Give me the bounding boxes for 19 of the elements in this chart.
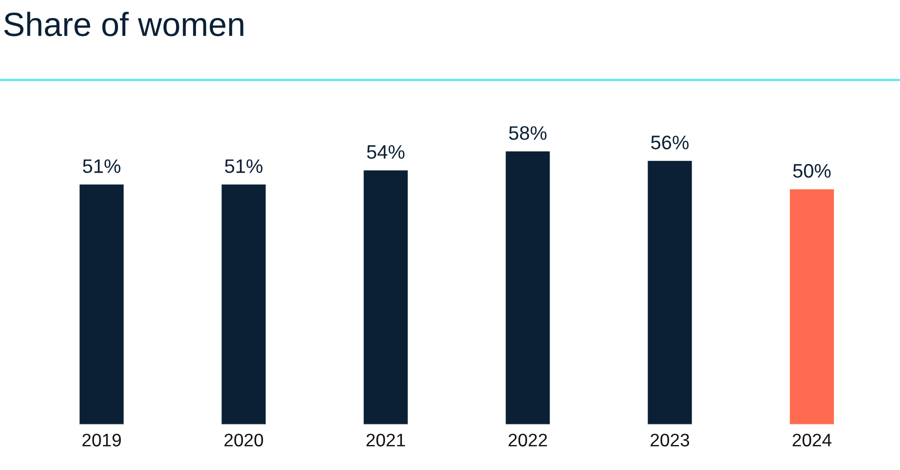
data-label: 56% xyxy=(651,136,689,150)
x-tick-label: 2020 xyxy=(224,434,264,446)
bar xyxy=(504,150,552,425)
x-tick-label: 2023 xyxy=(650,434,690,446)
bar xyxy=(362,168,410,425)
data-label: 54% xyxy=(367,145,404,159)
data-label: 50% xyxy=(793,164,831,178)
bar xyxy=(788,188,836,425)
bar xyxy=(220,183,268,425)
x-tick-label: 2022 xyxy=(508,434,547,446)
x-tick-label: 2024 xyxy=(792,434,832,446)
bar xyxy=(78,183,126,425)
bar xyxy=(646,159,694,425)
chart-title: Share of women xyxy=(4,12,244,36)
data-label: 51% xyxy=(82,159,120,174)
data-label: 51% xyxy=(224,159,262,174)
x-tick-label: 2021 xyxy=(366,434,405,446)
x-tick-label: 2019 xyxy=(82,434,121,446)
data-label: 58% xyxy=(509,126,547,140)
